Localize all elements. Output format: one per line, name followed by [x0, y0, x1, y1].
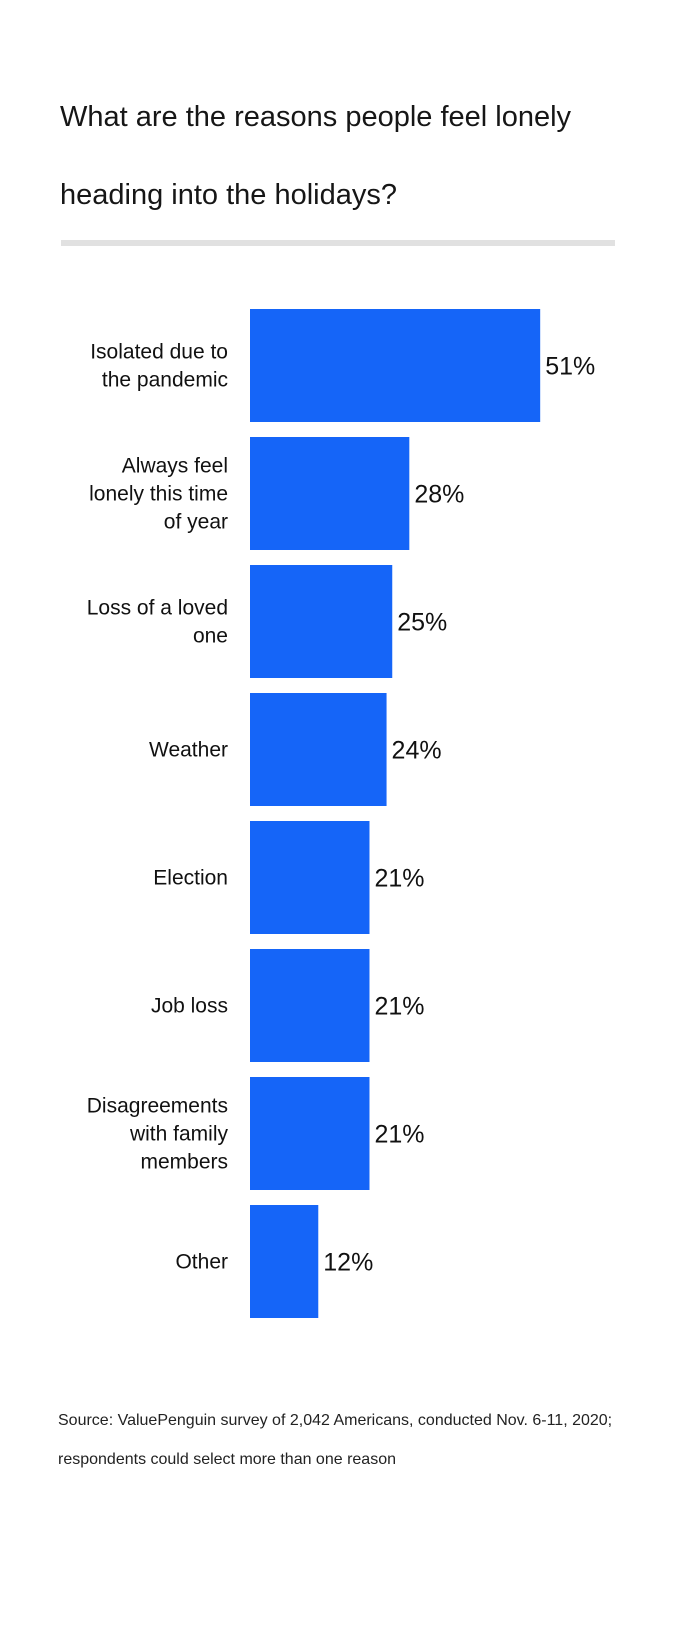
bar-0: [250, 309, 541, 422]
chart-title: What are the reasons people feel lonely …: [60, 101, 572, 211]
category-label-0: Isolated due to the pandemic: [90, 341, 228, 392]
category-label-4: Election: [153, 867, 228, 890]
bar-6: [250, 1077, 370, 1190]
value-label-7: 12%: [323, 1249, 373, 1277]
bar-7: [250, 1205, 319, 1318]
value-label-6: 21%: [374, 1121, 424, 1149]
category-label-7: Other: [175, 1251, 228, 1274]
value-label-0: 51%: [545, 353, 595, 381]
value-label-5: 21%: [374, 993, 424, 1021]
category-label-1: Always feel lonely this time of year: [89, 455, 228, 534]
title-divider: [61, 240, 615, 246]
category-label-3: Weather: [149, 739, 228, 762]
value-label-1: 28%: [414, 481, 464, 509]
bar-1: [250, 437, 410, 550]
category-label-2: Loss of a loved one: [87, 597, 228, 648]
category-label-5: Job loss: [151, 995, 228, 1018]
value-label-3: 24%: [392, 737, 442, 765]
category-label-6: Disagreements with family members: [87, 1095, 229, 1174]
value-label-2: 25%: [397, 609, 447, 637]
source-note: Source: ValuePenguin survey of 2,042 Ame…: [58, 1412, 613, 1468]
bar-5: [250, 949, 370, 1062]
bar-4: [250, 821, 370, 934]
bar-chart: 51% Isolated due to the pandemic 28% Always …: [87, 309, 595, 1318]
bar-2: [250, 565, 393, 678]
bar-3: [250, 693, 387, 806]
value-label-4: 21%: [374, 865, 424, 893]
